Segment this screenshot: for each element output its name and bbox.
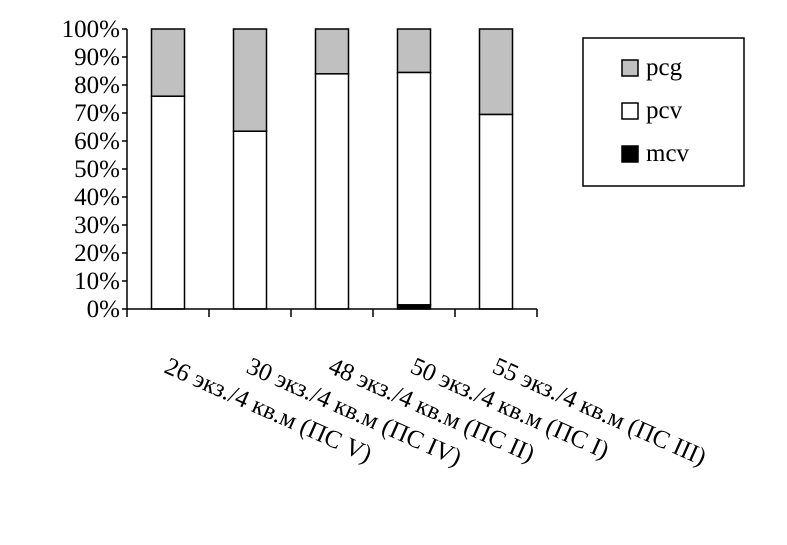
y-tick-label: 90%: [74, 44, 120, 71]
legend-swatch-pcv: [621, 102, 639, 120]
y-tick-label: 60%: [74, 128, 120, 155]
bar-segment-pcg: [150, 28, 186, 97]
y-tick-label: 50%: [74, 156, 120, 183]
bar-segment-pcv: [314, 73, 350, 310]
legend-label-pcv: pcv: [646, 97, 683, 124]
y-tick-label: 30%: [74, 212, 120, 239]
y-tick-label: 70%: [74, 100, 120, 127]
bar-segment-pcg: [232, 28, 268, 132]
y-tick-label: 80%: [74, 72, 120, 99]
y-tick-label: 20%: [74, 240, 120, 267]
bar-segment-pcg: [314, 28, 350, 75]
x-axis: [126, 308, 538, 317]
y-tick-label: 40%: [74, 184, 120, 211]
y-tick-label: 100%: [62, 16, 120, 43]
legend-box: [582, 37, 745, 187]
bar-segment-pcg: [478, 28, 514, 116]
legend: pcg pcv mcv: [582, 37, 745, 187]
legend-label-mcv: mcv: [646, 140, 690, 167]
y-tick-label: 10%: [74, 268, 120, 295]
bar-segment-pcv: [232, 130, 268, 310]
bar-segment-pcv: [150, 95, 186, 310]
category-labels: 26 экз./4 кв.м (ПС V)30 экз./4 кв.м (ПС …: [161, 353, 711, 472]
bar-segment-pcv: [478, 113, 514, 310]
legend-swatch-mcv: [621, 145, 639, 163]
bar-segment-pcg: [396, 28, 432, 74]
legend-label-pcg: pcg: [646, 54, 683, 81]
y-tick-label: 0%: [87, 296, 120, 323]
y-axis: 0%10%20%30%40%50%60%70%80%90%100%: [62, 16, 128, 323]
legend-swatch-pcg: [621, 59, 639, 77]
bar-segment-pcv: [396, 71, 432, 306]
bars: [150, 28, 514, 310]
